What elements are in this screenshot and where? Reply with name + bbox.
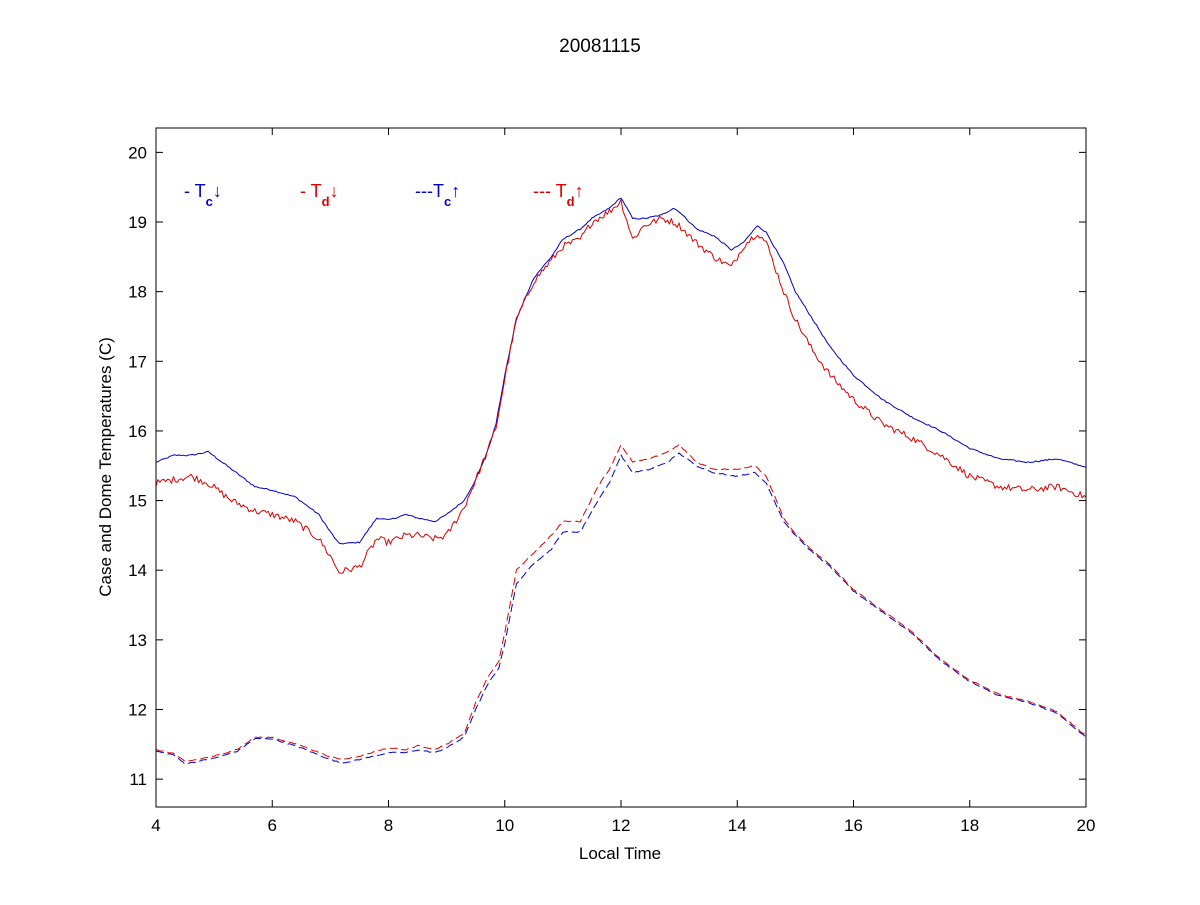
y-tick-label: 19 (128, 213, 147, 232)
y-tick-label: 20 (128, 143, 147, 162)
series-line-1 (155, 197, 1087, 545)
x-tick-label: 4 (151, 816, 160, 835)
x-tick-label: 20 (1077, 816, 1096, 835)
series-line-2 (155, 199, 1087, 574)
legend: - Tc↓ - Td↓ ---Tc↑ --- Td↑ (184, 181, 584, 209)
legend-entry: --- Td↑ (533, 181, 584, 209)
plot-lines (155, 197, 1087, 765)
y-tick-label: 13 (128, 631, 147, 650)
x-tick-label: 14 (728, 816, 747, 835)
x-axis-label: Local Time (579, 844, 661, 863)
axes-box (155, 127, 1087, 808)
chart-title: 20081115 (559, 36, 641, 57)
y-tick-label: 15 (128, 492, 147, 511)
y-tick-label: 18 (128, 283, 147, 302)
series-line-4 (155, 443, 1087, 762)
y-axis-label: Case and Dome Temperatures (C) (96, 337, 115, 597)
x-tick-label: 6 (268, 816, 277, 835)
y-tick-label: 17 (128, 352, 147, 371)
legend-entry: ---Tc↑ (415, 181, 460, 209)
x-tick-label: 12 (612, 816, 631, 835)
axes-ticks: 4 6 8 10 12 14 16 18 20 11 12 13 14 15 16 17 18 19 20 (128, 128, 1095, 835)
series-line-3 (155, 452, 1087, 765)
y-tick-label: 11 (129, 770, 147, 789)
x-tick-label: 8 (384, 816, 393, 835)
x-tick-label: 18 (960, 816, 979, 835)
y-tick-label: 14 (128, 561, 147, 580)
x-tick-label: 10 (495, 816, 514, 835)
legend-entry: - Tc↓ (184, 181, 222, 209)
y-tick-label: 12 (128, 701, 147, 720)
y-tick-label: 16 (128, 422, 147, 441)
x-tick-label: 16 (844, 816, 863, 835)
legend-entry: - Td↓ (300, 181, 339, 209)
